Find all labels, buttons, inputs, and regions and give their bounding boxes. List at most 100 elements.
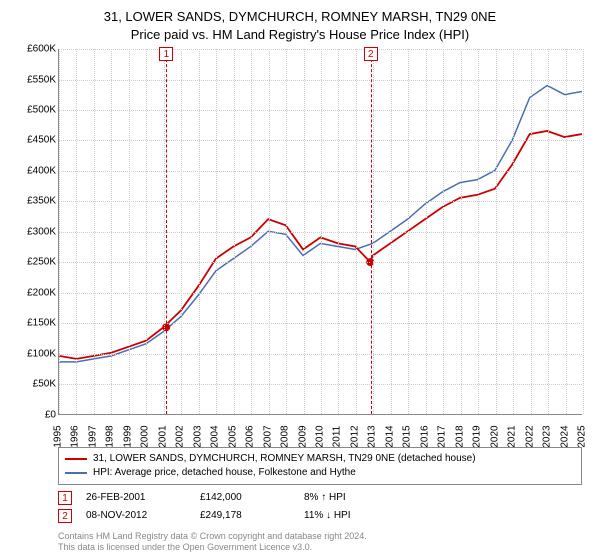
gridline-v [461, 49, 462, 414]
x-axis-label: 2009 [297, 425, 308, 447]
x-axis-label: 2004 [210, 425, 221, 447]
marker-line-1 [166, 49, 167, 414]
y-axis-label: £0 [12, 409, 56, 420]
y-axis-label: £150K [12, 318, 56, 329]
legend-label-2: HPI: Average price, detached house, Folk… [93, 466, 356, 480]
marker-box-2: 2 [364, 47, 378, 61]
gridline-v [164, 49, 165, 414]
gridline-v [478, 49, 479, 414]
event-delta-2: 11% ↓ HPI [304, 510, 351, 521]
x-axis-label: 2002 [175, 425, 186, 447]
gridline-v [94, 49, 95, 414]
x-axis-label: 2003 [192, 425, 203, 447]
gridline-v [443, 49, 444, 414]
gridline-v [129, 49, 130, 414]
x-axis-label: 2022 [524, 425, 535, 447]
x-axis-label: 2016 [419, 425, 430, 447]
marker-box-1: 1 [159, 47, 173, 61]
y-axis-label: £100K [12, 348, 56, 359]
gridline-v [338, 49, 339, 414]
chart-area: 12 £0£50K£100K£150K£200K£250K£300K£350K£… [12, 49, 588, 443]
y-axis-label: £350K [12, 196, 56, 207]
gridline-v [199, 49, 200, 414]
event-row-2: 2 08-NOV-2012 £249,178 11% ↓ HPI [58, 509, 582, 523]
event-marker-1: 1 [58, 491, 72, 505]
gridline-v [566, 49, 567, 414]
x-axis-label: 2012 [349, 425, 360, 447]
x-axis-label: 1997 [87, 425, 98, 447]
gridline-v [321, 49, 322, 414]
chart-container: 31, LOWER SANDS, DYMCHURCH, ROMNEY MARSH… [0, 0, 600, 560]
gridline-v [373, 49, 374, 414]
x-axis-label: 2023 [542, 425, 553, 447]
attribution-line-2: This data is licensed under the Open Gov… [58, 542, 582, 554]
y-axis-label: £200K [12, 287, 56, 298]
y-axis-label: £400K [12, 165, 56, 176]
plot-region: 12 [58, 49, 582, 415]
title-line-2: Price paid vs. HM Land Registry's House … [12, 26, 588, 44]
gridline-v [583, 49, 584, 414]
x-axis-label: 2008 [280, 425, 291, 447]
x-axis-label: 2021 [507, 425, 518, 447]
attribution-line-1: Contains HM Land Registry data © Crown c… [58, 531, 582, 543]
event-marker-2: 2 [58, 509, 72, 523]
gridline-v [304, 49, 305, 414]
y-axis-label: £250K [12, 257, 56, 268]
y-axis-label: £550K [12, 74, 56, 85]
event-price-2: £249,178 [200, 510, 290, 521]
x-axis-label: 2010 [315, 425, 326, 447]
gridline-v [269, 49, 270, 414]
gridline-v [76, 49, 77, 414]
event-price-1: £142,000 [200, 492, 290, 503]
gridline-v [531, 49, 532, 414]
x-axis-label: 2005 [227, 425, 238, 447]
x-axis-label: 2013 [367, 425, 378, 447]
x-axis-label: 2017 [437, 425, 448, 447]
events-table: 1 26-FEB-2001 £142,000 8% ↑ HPI 2 08-NOV… [58, 491, 582, 527]
gridline-v [146, 49, 147, 414]
x-axis-label: 1995 [53, 425, 64, 447]
x-axis-label: 2018 [454, 425, 465, 447]
x-axis-label: 2007 [262, 425, 273, 447]
legend-row-2: HPI: Average price, detached house, Folk… [65, 466, 575, 480]
y-axis-label: £500K [12, 105, 56, 116]
x-axis-label: 2014 [384, 425, 395, 447]
x-axis-label: 1998 [105, 425, 116, 447]
legend: 31, LOWER SANDS, DYMCHURCH, ROMNEY MARSH… [58, 447, 582, 485]
x-axis-label: 2019 [472, 425, 483, 447]
attribution: Contains HM Land Registry data © Crown c… [58, 531, 582, 554]
marker-line-2 [371, 49, 372, 414]
gridline-v [513, 49, 514, 414]
gridline-v [356, 49, 357, 414]
y-axis-label: £300K [12, 226, 56, 237]
legend-swatch-2 [65, 472, 87, 474]
x-axis-label: 2015 [402, 425, 413, 447]
gridline-v [426, 49, 427, 414]
gridline-v [391, 49, 392, 414]
y-axis-label: £600K [12, 44, 56, 55]
gridline-v [286, 49, 287, 414]
gridline-v [59, 49, 60, 414]
y-axis-label: £450K [12, 135, 56, 146]
legend-label-1: 31, LOWER SANDS, DYMCHURCH, ROMNEY MARSH… [93, 452, 476, 466]
x-axis-label: 2006 [245, 425, 256, 447]
x-axis-label: 2024 [559, 425, 570, 447]
event-date-1: 26-FEB-2001 [86, 492, 186, 503]
gridline-v [251, 49, 252, 414]
title-line-1: 31, LOWER SANDS, DYMCHURCH, ROMNEY MARSH… [12, 8, 588, 26]
x-axis-label: 2001 [157, 425, 168, 447]
gridline-v [216, 49, 217, 414]
x-axis-label: 1996 [70, 425, 81, 447]
gridline-v [548, 49, 549, 414]
event-row-1: 1 26-FEB-2001 £142,000 8% ↑ HPI [58, 491, 582, 505]
gridline-v [111, 49, 112, 414]
x-axis-label: 1999 [122, 425, 133, 447]
gridline-v [408, 49, 409, 414]
event-date-2: 08-NOV-2012 [86, 510, 186, 521]
x-axis-label: 2011 [332, 425, 343, 447]
chart-title: 31, LOWER SANDS, DYMCHURCH, ROMNEY MARSH… [12, 8, 588, 43]
gridline-v [181, 49, 182, 414]
gridline-v [234, 49, 235, 414]
x-axis-label: 2020 [489, 425, 500, 447]
event-delta-1: 8% ↑ HPI [304, 492, 346, 503]
